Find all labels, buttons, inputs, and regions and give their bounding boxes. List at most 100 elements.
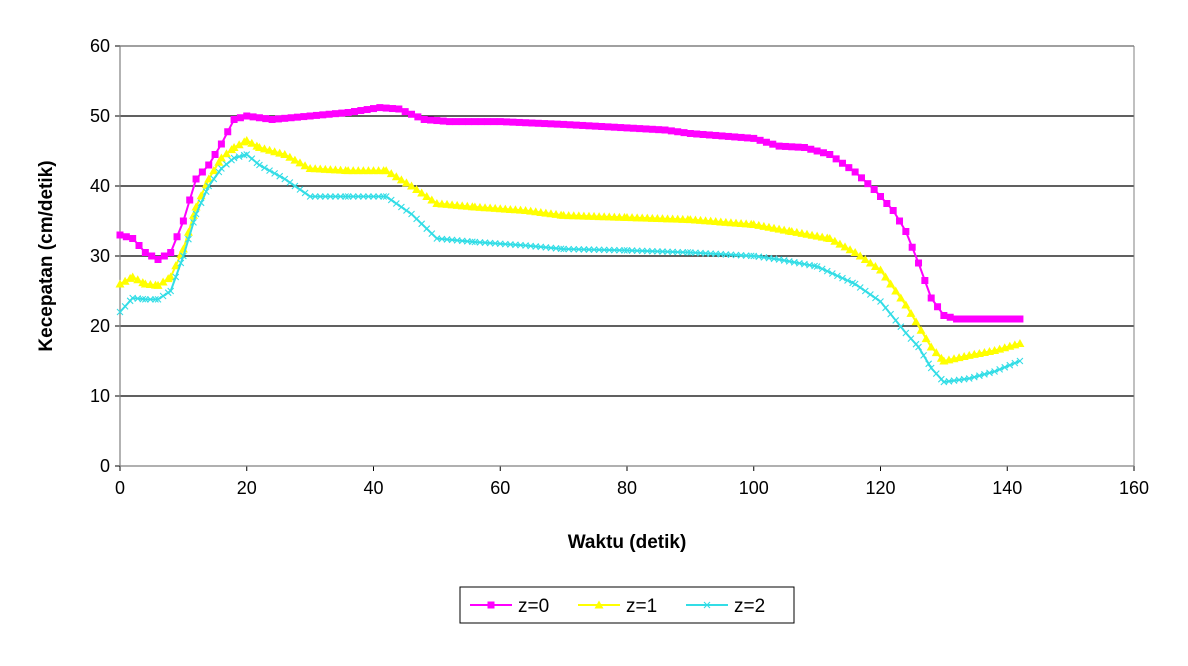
data-point bbox=[391, 172, 401, 181]
data-point bbox=[877, 298, 884, 305]
data-point bbox=[870, 186, 878, 193]
data-point bbox=[1001, 363, 1009, 371]
data-point bbox=[835, 239, 845, 248]
x-tick-label: 160 bbox=[1119, 478, 1149, 498]
data-point bbox=[496, 118, 504, 126]
data-point bbox=[870, 262, 880, 270]
y-tick-label: 0 bbox=[100, 456, 110, 476]
data-point bbox=[214, 157, 224, 166]
data-point bbox=[959, 315, 967, 323]
data-point bbox=[325, 110, 333, 118]
data-point bbox=[503, 118, 511, 126]
data-point bbox=[826, 151, 834, 158]
data-point bbox=[387, 196, 395, 204]
x-tick-label: 20 bbox=[237, 478, 257, 498]
data-point bbox=[780, 257, 788, 264]
data-point bbox=[205, 182, 213, 190]
data-point bbox=[210, 175, 218, 183]
data-point bbox=[331, 110, 339, 118]
data-point bbox=[916, 325, 926, 334]
data-point bbox=[877, 193, 884, 200]
data-point bbox=[254, 143, 264, 151]
data-point bbox=[396, 175, 406, 184]
data-point bbox=[458, 118, 466, 126]
data-point bbox=[128, 272, 138, 281]
data-point bbox=[911, 317, 921, 326]
data-point bbox=[1006, 361, 1014, 369]
data-point bbox=[669, 248, 677, 256]
data-point bbox=[122, 233, 130, 241]
x-tick-label: 120 bbox=[865, 478, 895, 498]
data-point bbox=[642, 125, 650, 133]
data-point bbox=[702, 249, 709, 257]
data-point bbox=[255, 114, 263, 122]
data-point bbox=[775, 256, 783, 263]
x-tick-label: 80 bbox=[617, 478, 637, 498]
data-point bbox=[344, 193, 352, 200]
data-point bbox=[280, 150, 290, 158]
data-point bbox=[699, 130, 707, 138]
data-point bbox=[629, 124, 637, 132]
data-point bbox=[830, 236, 840, 245]
data-point bbox=[154, 256, 162, 263]
data-point bbox=[403, 207, 410, 214]
data-point bbox=[844, 277, 851, 284]
data-point bbox=[275, 148, 285, 157]
data-point bbox=[756, 136, 764, 144]
data-point bbox=[883, 200, 891, 207]
data-point bbox=[281, 175, 289, 183]
data-point bbox=[832, 155, 840, 163]
data-point bbox=[623, 124, 631, 132]
data-point bbox=[230, 116, 238, 123]
data-point bbox=[259, 144, 269, 153]
data-point bbox=[171, 261, 181, 270]
data-point bbox=[332, 193, 339, 200]
data-point bbox=[179, 252, 187, 260]
data-point bbox=[762, 138, 770, 146]
data-point bbox=[1011, 359, 1019, 367]
data-point bbox=[1015, 339, 1025, 347]
data-point bbox=[855, 251, 865, 260]
data-point bbox=[674, 248, 682, 256]
data-point bbox=[680, 129, 688, 137]
data-point bbox=[610, 123, 618, 131]
data-point bbox=[839, 274, 846, 282]
data-point bbox=[953, 315, 961, 323]
data-point bbox=[940, 312, 948, 319]
data-point bbox=[707, 250, 715, 258]
data-point bbox=[580, 246, 588, 253]
data-point bbox=[616, 246, 623, 254]
data-point bbox=[160, 252, 168, 260]
legend-label: z=1 bbox=[626, 596, 657, 617]
data-point bbox=[248, 155, 256, 163]
data-point bbox=[731, 133, 739, 141]
y-tick-label: 30 bbox=[90, 246, 110, 266]
y-tick-label: 20 bbox=[90, 316, 110, 336]
data-point bbox=[167, 287, 175, 295]
data-point bbox=[906, 308, 916, 317]
data-point bbox=[217, 140, 225, 148]
data-point bbox=[407, 181, 417, 190]
data-point bbox=[116, 231, 124, 239]
data-point bbox=[321, 193, 329, 200]
data-point bbox=[575, 245, 583, 253]
data-point bbox=[427, 195, 437, 204]
data-point bbox=[230, 154, 238, 162]
data-point bbox=[975, 372, 983, 380]
y-tick-label: 50 bbox=[90, 106, 110, 126]
data-point bbox=[896, 217, 904, 225]
data-point bbox=[198, 168, 206, 176]
data-point bbox=[1003, 315, 1011, 323]
data-point bbox=[392, 200, 400, 207]
data-point bbox=[872, 294, 879, 302]
data-point bbox=[446, 118, 454, 126]
data-point bbox=[236, 114, 244, 122]
data-point bbox=[243, 151, 251, 158]
legend-label: z=2 bbox=[734, 596, 765, 617]
data-point bbox=[920, 352, 927, 359]
legend-swatch-marker bbox=[703, 601, 711, 609]
data-point bbox=[296, 186, 304, 193]
data-point bbox=[382, 104, 390, 112]
data-point bbox=[965, 375, 973, 382]
data-point bbox=[158, 277, 168, 286]
